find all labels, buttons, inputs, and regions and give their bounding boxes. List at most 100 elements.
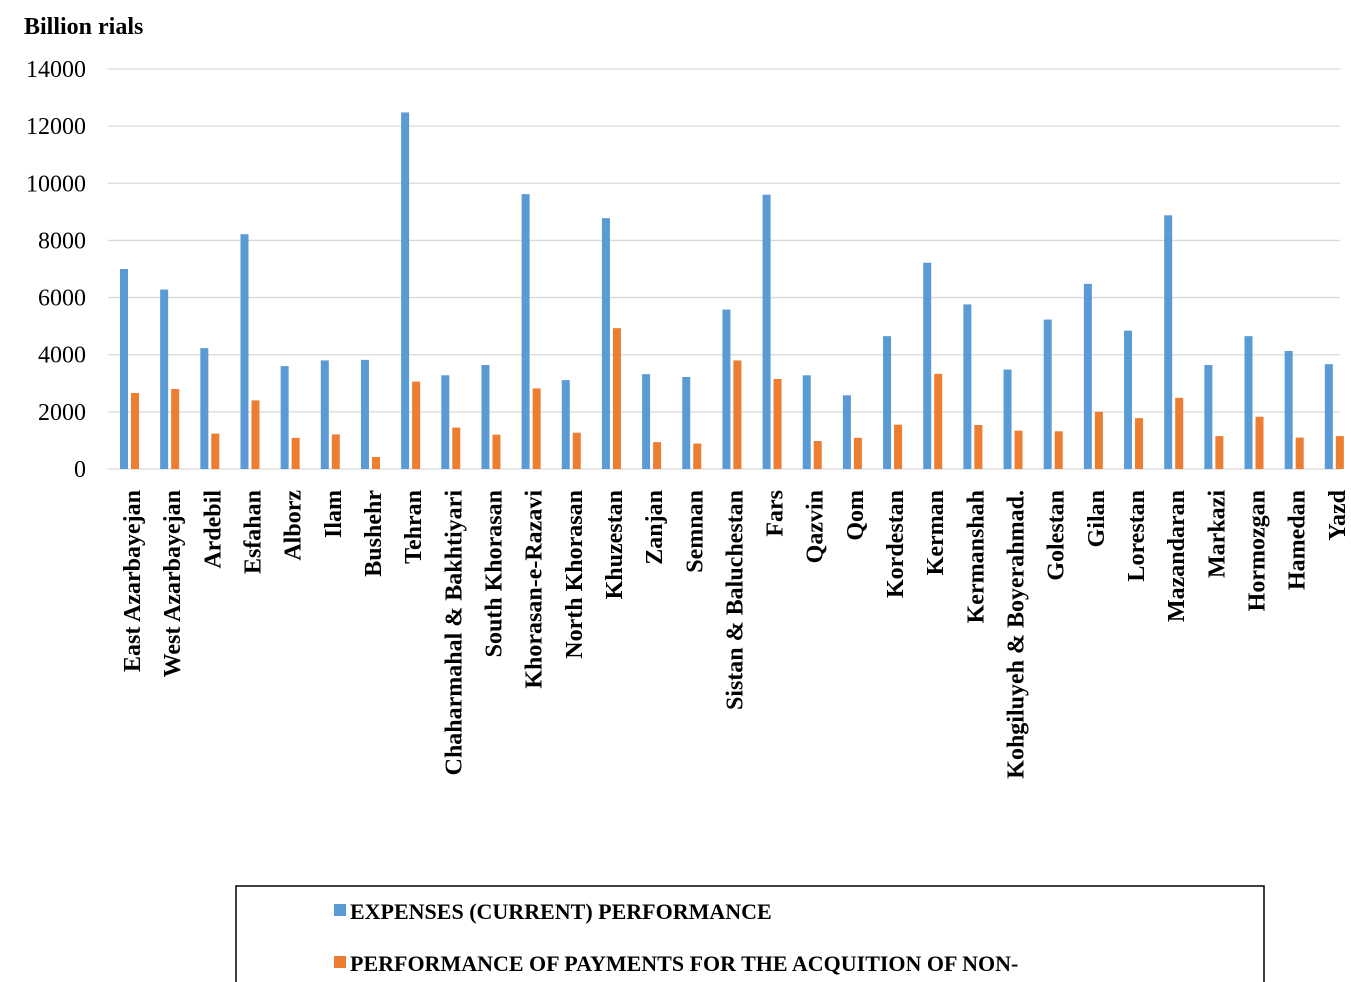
bar-expenses-17 [802,375,811,469]
bars [120,112,1344,469]
legend-swatch-expenses [334,904,346,916]
bar-payments-21 [974,425,983,469]
bar-payments-4 [291,437,300,469]
x-tick-label: Sistan & Baluchestan [722,490,748,710]
bar-expenses-29 [1284,351,1293,469]
x-tick-label: East Azarbayejan [120,490,146,672]
x-tick-label: Golestan [1044,490,1070,581]
y-axis-label: Billion rials [24,14,143,40]
y-axis-ticks: 0 2000 4000 6000 8000 10000 12000 14000 [26,57,86,483]
bar-expenses-20 [923,262,932,469]
bar-payments-29 [1295,437,1304,469]
bar-expenses-24 [1083,283,1092,469]
bar-payments-1 [171,389,180,469]
x-tick-label: Yazd [1325,489,1351,540]
x-tick-label: Esfahan [240,490,266,574]
bar-expenses-19 [883,336,892,469]
bar-payments-12 [612,328,621,469]
x-tick-label: North Khorasan [562,490,588,659]
bar-payments-25 [1135,418,1144,469]
bar-payments-2 [211,433,220,469]
bar-expenses-7 [401,112,410,469]
x-tick-label: Gilan [1084,490,1110,547]
bar-payments-17 [813,441,822,469]
x-tick-label: Hamedan [1285,490,1311,590]
legend-swatch-payments [334,956,346,968]
bar-payments-20 [934,373,943,469]
bar-expenses-0 [120,269,128,469]
x-tick-label: Khorasan-e-Razavi [522,490,548,689]
bar-expenses-11 [561,380,570,469]
x-tick-label: Mazandaran [1164,490,1190,622]
y-tick-label: 10000 [26,171,86,197]
legend-label-expenses: EXPENSES (CURRENT) PERFORMANCE [350,899,772,924]
legend-box [235,885,1265,982]
bar-expenses-13 [642,374,651,469]
x-tick-label: Bushehr [361,490,387,577]
bar-expenses-2 [200,348,209,469]
bar-expenses-10 [521,194,530,469]
x-tick-label: Fars [763,490,789,537]
bar-expenses-12 [601,218,610,469]
x-tick-label: Kordestan [883,490,909,598]
bar-expenses-14 [682,377,691,469]
x-tick-label: Alborz [281,490,307,561]
x-tick-label: Hormozgan [1245,490,1271,611]
bar-payments-9 [492,434,501,469]
x-tick-label: Zanjan [642,490,668,565]
bar-payments-3 [251,400,260,469]
bar-expenses-6 [360,359,369,469]
bar-payments-14 [693,443,702,469]
x-tick-label: Kermanshah [963,490,989,623]
bar-expenses-8 [441,375,450,469]
bar-payments-26 [1175,397,1184,469]
bar-payments-23 [1054,431,1063,469]
y-tick-label: 2000 [38,400,86,426]
bar-payments-16 [773,379,782,469]
bar-payments-22 [1014,430,1023,469]
bar-payments-18 [853,437,862,469]
x-tick-label: Qazvin [803,490,829,563]
bar-expenses-4 [280,366,289,469]
bar-expenses-30 [1324,364,1333,469]
bar-expenses-27 [1204,365,1213,469]
bar-payments-13 [653,442,662,469]
x-tick-label: Chaharmahal & Bakhtiyari [441,490,467,776]
y-tick-label: 4000 [38,343,86,369]
bar-expenses-3 [240,234,249,469]
bar-expenses-16 [762,194,771,469]
bar-payments-24 [1094,411,1103,469]
bar-payments-0 [131,393,139,469]
bar-expenses-28 [1244,336,1253,469]
bar-payments-15 [733,360,742,469]
x-tick-label: South Khorasan [481,490,507,657]
y-tick-label: 0 [74,457,86,483]
y-tick-label: 8000 [38,228,86,254]
x-tick-label: Tehran [401,490,427,564]
bar-payments-5 [331,434,340,469]
bar-payments-10 [532,388,541,469]
bar-expenses-25 [1124,330,1133,469]
bar-expenses-26 [1164,215,1173,469]
x-tick-label: Kohgiluyeh & Boyerahmad. [1004,490,1030,779]
bar-payments-11 [572,432,581,469]
x-tick-label: Lorestan [1124,490,1150,582]
y-tick-label: 14000 [26,57,86,83]
bar-expenses-23 [1043,319,1052,469]
bar-payments-19 [894,424,903,469]
x-tick-label: Kerman [923,490,949,575]
x-tick-label: Khuzestan [602,490,628,599]
bar-payments-7 [412,381,421,469]
x-tick-label: Ardebil [200,490,226,569]
bar-payments-8 [452,427,461,469]
x-axis-ticks: East Azarbayejan West Azarbayejan Ardebil E… [120,489,1351,778]
legend-label-payments: PERFORMANCE OF PAYMENTS FOR THE ACQUITIO… [350,951,1018,976]
y-tick-label: 12000 [26,114,86,140]
x-tick-label: West Azarbayejan [160,490,186,677]
bar-expenses-21 [963,304,972,469]
bar-expenses-1 [160,289,169,469]
bar-payments-30 [1335,436,1344,469]
x-tick-label: Ilam [321,490,347,538]
x-tick-label: Qom [843,490,869,541]
